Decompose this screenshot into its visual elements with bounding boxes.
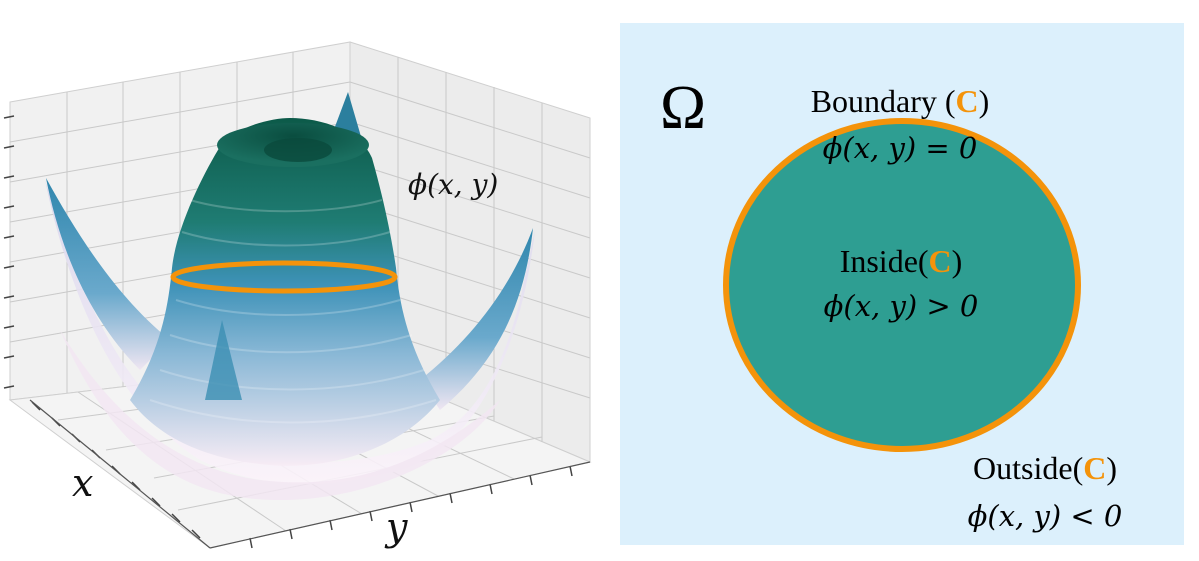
z-axis-ticks (3, 115, 15, 389)
surface-ripples (149, 199, 437, 424)
surface-plot: ϕ(x, y) x y (3, 41, 592, 549)
surface-function-label: ϕ(x, y) (408, 168, 498, 201)
boundary-condition: ϕ(x, y) = 0 (823, 131, 978, 165)
boundary-prefix: Boundary ( (811, 83, 956, 119)
surface-inner-spike (205, 320, 242, 400)
outside-curve-symbol: C (1083, 450, 1106, 486)
outside-suffix: ) (1106, 450, 1117, 486)
boundary-label: Boundary (C) (811, 83, 990, 119)
x-axis-label: x (72, 461, 93, 505)
outside-label: Outside(C) (973, 450, 1117, 486)
outside-prefix: Outside( (973, 450, 1083, 486)
outside-condition: ϕ(x, y) < 0 (968, 499, 1123, 533)
surface-left-spike (46, 178, 170, 370)
inside-suffix: ) (952, 243, 963, 279)
boundary-curve-symbol: C (956, 83, 979, 119)
inside-label: Inside(C) (840, 243, 963, 279)
y-axis-label: y (384, 505, 408, 549)
surface-floor-fill (60, 330, 500, 500)
x-axis-line (29, 399, 211, 549)
surface-right-spike (420, 228, 533, 410)
y-axis-ticks (249, 465, 573, 549)
surface-top-dimple (264, 138, 332, 162)
domain-panel: Ω Boundary (C) ϕ(x, y) = 0 Inside(C) ϕ(x… (620, 23, 1184, 545)
boundary-suffix: ) (979, 83, 990, 119)
inside-prefix: Inside( (840, 243, 929, 279)
inside-curve-symbol: C (929, 243, 952, 279)
zero-level-contour (170, 260, 398, 294)
inside-condition: ϕ(x, y) > 0 (824, 289, 979, 323)
domain-symbol: Ω (660, 74, 706, 142)
y-axis-line (209, 461, 591, 549)
inside-region (723, 118, 1081, 452)
